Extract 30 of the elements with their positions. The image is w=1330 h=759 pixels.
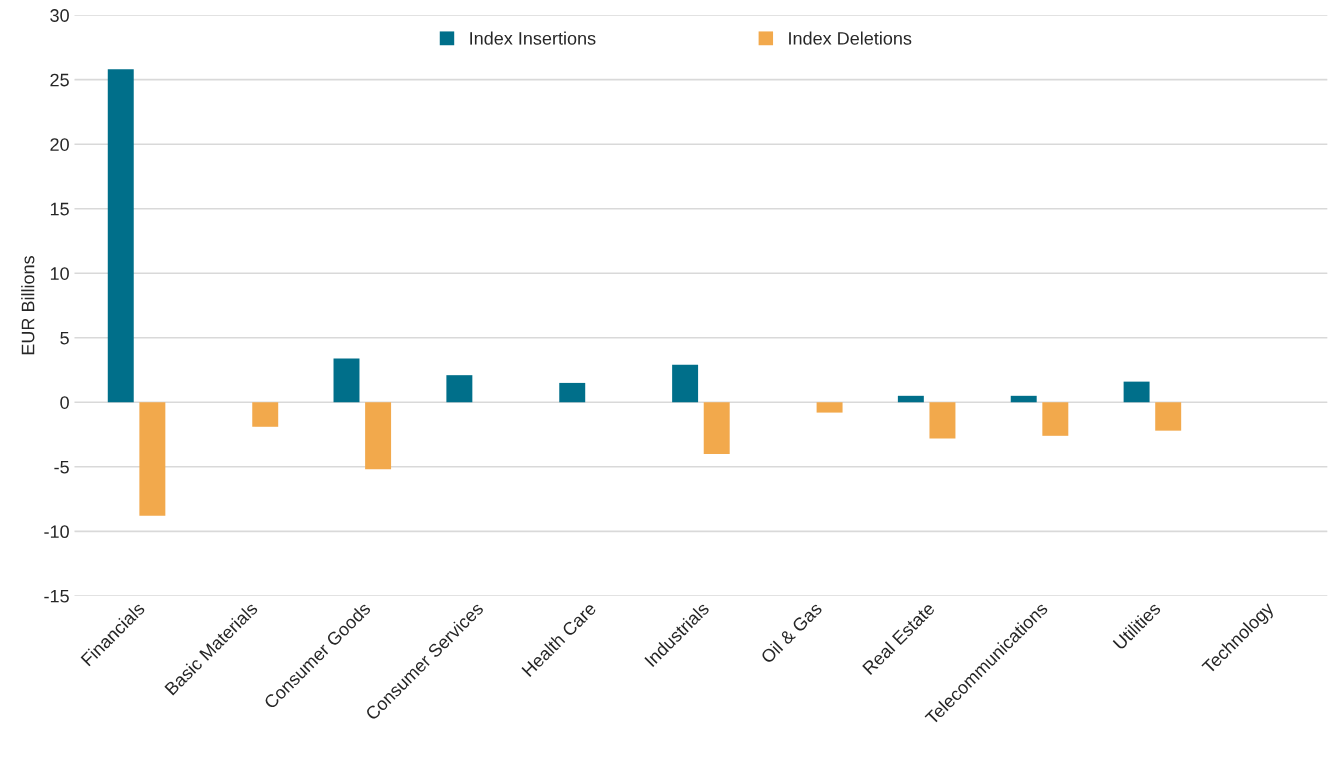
bar	[365, 402, 392, 470]
bar	[672, 364, 699, 403]
y-tick-label: 0	[60, 396, 69, 409]
bar	[1123, 381, 1150, 403]
bar	[897, 395, 924, 403]
bar	[333, 358, 360, 403]
bar	[107, 69, 134, 403]
y-tick-label: -15	[44, 589, 69, 603]
bar	[139, 402, 166, 516]
bar	[816, 402, 843, 413]
y-tick-label: 25	[50, 73, 69, 87]
y-tick-label: 10	[50, 267, 69, 280]
legend-label: Index Insertions	[470, 31, 596, 45]
y-axis-title: EUR Billions	[21, 255, 35, 355]
y-tick-label: 20	[50, 138, 69, 151]
bar	[559, 382, 586, 403]
y-tick-label: -10	[44, 525, 69, 539]
bar	[1042, 402, 1069, 436]
y-tick-label: -5	[54, 460, 69, 474]
x-tick-label: Oil & Gas	[759, 601, 823, 665]
bar	[703, 402, 730, 454]
bar	[1010, 395, 1037, 403]
y-tick-label: 15	[50, 202, 69, 216]
bar	[929, 402, 956, 439]
legend-label: Index Deletions	[789, 31, 912, 45]
y-tick-label: 5	[60, 331, 69, 345]
bar	[446, 375, 473, 403]
bar	[1155, 402, 1182, 431]
y-tick-label: 30	[50, 9, 69, 22]
bar	[252, 402, 279, 427]
